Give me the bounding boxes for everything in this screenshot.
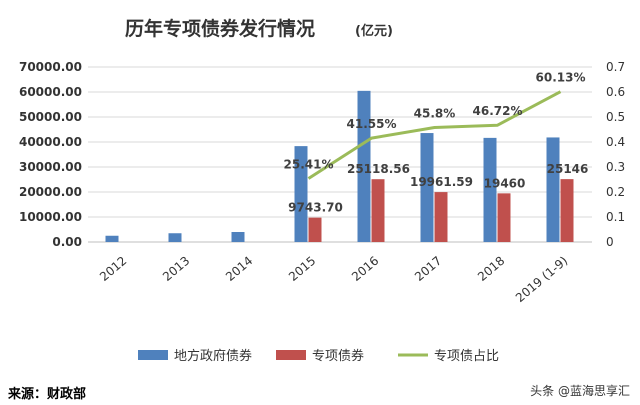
left-tick-label: 10000.00 (19, 210, 82, 224)
bar-local-gov-bond (483, 137, 497, 242)
right-tick-label: 0.2 (606, 185, 625, 199)
x-tick-label: 2013 (160, 254, 192, 284)
bar-special-bond (497, 193, 511, 242)
chart-title: 历年专项债券发行情况 (125, 17, 315, 40)
ratio-value-label: 45.8% (414, 107, 456, 121)
legend-label: 专项债占比 (434, 349, 499, 364)
bar-special-bond (308, 217, 322, 242)
ratio-value-label: 25.41% (284, 157, 334, 171)
bar-local-gov-bond (546, 137, 560, 242)
left-tick-label: 50000.00 (19, 110, 82, 124)
right-tick-label: 0.7 (606, 60, 625, 74)
right-tick-label: 0.6 (606, 85, 625, 99)
special-bond-value-label: 19961.59 (410, 175, 473, 189)
left-tick-label: 0.00 (52, 235, 82, 249)
right-tick-label: 0 (606, 235, 614, 249)
x-tick-label: 2017 (412, 254, 444, 284)
special-bond-value-label: 25146 (547, 162, 589, 176)
bar-local-gov-bond (105, 235, 119, 242)
bar-local-gov-bond (294, 146, 308, 242)
bar-local-gov-bond (357, 90, 371, 242)
bar-local-gov-bond (168, 233, 182, 242)
chart-title-unit: (亿元) (355, 23, 393, 39)
right-tick-label: 0.5 (606, 110, 625, 124)
legend-swatch (138, 350, 168, 360)
x-tick-label: 2014 (223, 254, 255, 284)
left-axis-ticks: 0.00 10000.00 20000.00 30000.00 40000.00 5000… (19, 60, 82, 249)
right-axis-ticks: 0 0.1 0.2 0.3 0.4 0.5 0.6 0.7 (606, 60, 625, 249)
ratio-line-path (307, 90, 562, 180)
legend: 地方政府债券 专项债券 专项债占比 (138, 348, 499, 364)
special-bond-value-label: 19460 (484, 176, 526, 190)
x-axis-ticks: 2012 2013 2014 2015 2016 2017 2018 2019 (1-9) (97, 254, 570, 305)
ratio-value-label: 60.13% (536, 71, 586, 85)
bar-local-gov-bond (420, 133, 434, 242)
bar-special-bond (434, 192, 448, 242)
left-tick-label: 30000.00 (19, 160, 82, 174)
special-bond-value-label: 9743.70 (288, 201, 343, 215)
right-tick-label: 0.3 (606, 160, 625, 174)
x-tick-label: 2016 (349, 254, 381, 284)
legend-label: 地方政府债券 (174, 348, 252, 364)
source-note: 来源：财政部 (8, 387, 87, 402)
left-tick-label: 20000.00 (19, 185, 82, 199)
x-tick-label: 2012 (97, 254, 129, 284)
left-tick-label: 60000.00 (19, 85, 82, 99)
ratio-value-label: 46.72% (473, 104, 523, 118)
right-tick-label: 0.1 (606, 210, 625, 224)
special-bond-value-label: 25118.56 (347, 162, 410, 176)
right-tick-label: 0.4 (606, 135, 625, 149)
bar-local-gov-bond (231, 232, 245, 242)
ratio-value-label: 41.55% (347, 117, 397, 131)
legend-label: 专项债券 (312, 348, 364, 364)
watermark: 头条 @蓝海思享汇 (530, 384, 630, 398)
bar-special-bond (560, 179, 574, 242)
x-tick-label: 2015 (286, 254, 318, 284)
ratio-line (307, 90, 562, 180)
legend-swatch (276, 350, 306, 360)
x-tick-label: 2018 (475, 254, 507, 284)
bars (105, 90, 574, 242)
grid-lines (88, 66, 592, 243)
left-tick-label: 70000.00 (19, 60, 82, 74)
left-tick-label: 40000.00 (19, 135, 82, 149)
x-tick-label: 2019 (1-9) (513, 254, 571, 305)
bar-special-bond (371, 179, 385, 242)
